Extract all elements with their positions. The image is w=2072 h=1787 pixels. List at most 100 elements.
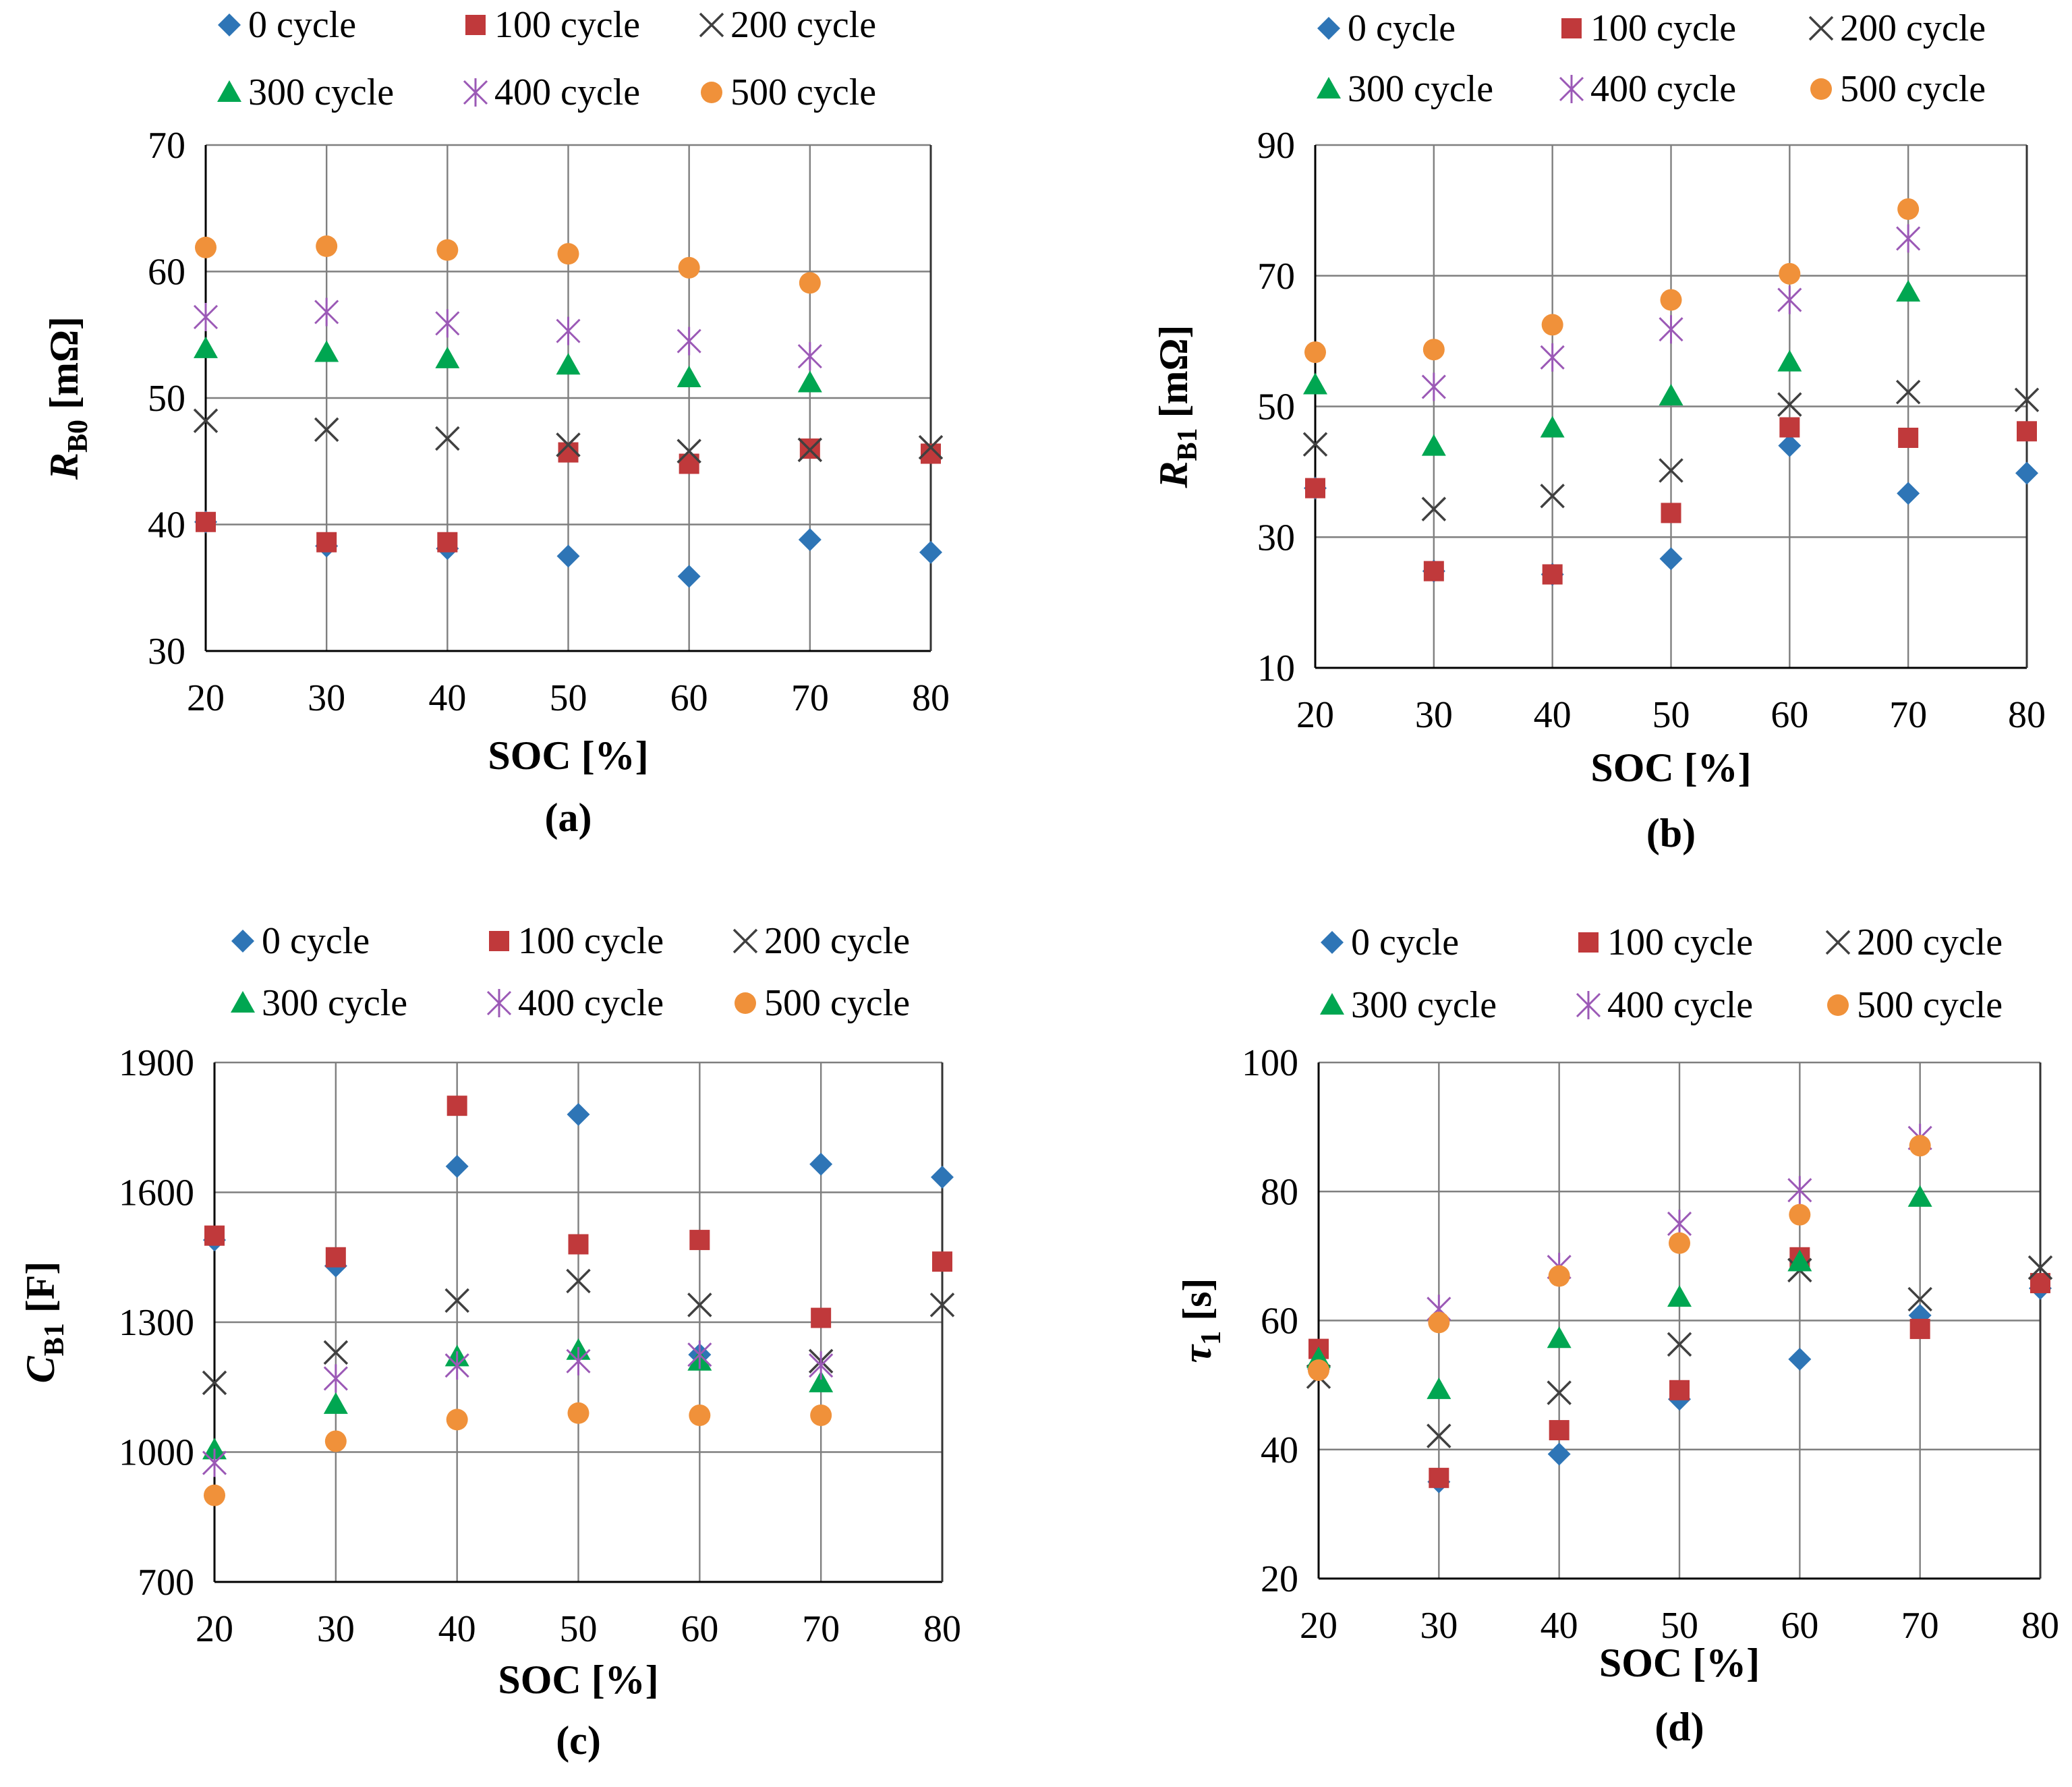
y-tick-label: 100	[1242, 1042, 1298, 1084]
data-point-circle	[1304, 341, 1326, 364]
data-point-x	[1895, 379, 1921, 405]
y-axis-title: RB0 [mΩ]	[42, 316, 94, 480]
x-tick-label: 70	[802, 1608, 840, 1650]
data-point-x	[1427, 1423, 1451, 1448]
y-axis-unit: [mΩ]	[42, 316, 86, 420]
legend-marker-triangle	[1320, 993, 1344, 1015]
data-point-x	[1540, 483, 1565, 509]
data-point-x	[677, 438, 701, 463]
data-point-x	[687, 1293, 712, 1317]
legend-marker-square	[465, 15, 486, 35]
legend-marker-diamond	[1321, 931, 1344, 954]
x-tick-label: 20	[187, 677, 225, 719]
data-point-star	[435, 309, 460, 338]
y-axis-subscript: B1	[39, 1323, 70, 1356]
y-tick-label: 60	[148, 252, 185, 293]
legend-item: 500 cycle	[1810, 68, 1986, 110]
legend-label: 100 cycle	[518, 920, 664, 962]
legend-marker-x	[1825, 930, 1851, 955]
data-point-x	[929, 1293, 955, 1317]
legend-item: 0 cycle	[1321, 921, 1459, 963]
legend-marker-x	[699, 12, 724, 38]
data-point-triangle	[797, 370, 822, 393]
data-point-x	[1547, 1380, 1572, 1405]
panel-label: (a)	[545, 795, 592, 840]
y-tick-label: 30	[1257, 517, 1295, 559]
legend-item: 500 cycle	[701, 72, 876, 113]
legend-item: 200 cycle	[699, 4, 876, 46]
data-point-square	[811, 1307, 832, 1328]
data-point-triangle	[677, 366, 701, 387]
legend-marker-triangle	[217, 80, 241, 102]
legend-label: 300 cycle	[262, 982, 407, 1024]
data-point-circle	[1779, 262, 1801, 285]
x-tick-label: 60	[670, 677, 708, 719]
legend-marker-circle	[735, 992, 756, 1014]
data-point-circle	[1308, 1359, 1329, 1382]
data-point-square	[1423, 561, 1444, 582]
data-point-x	[193, 408, 219, 433]
legend-label: 400 cycle	[518, 982, 664, 1024]
chart-panel-d: 20 40 60 80 100 20 30 40 50 60 70 80 SOC [%] τ1 [s] (d…	[1175, 921, 2059, 1749]
x-tick-label: 60	[681, 1608, 718, 1650]
y-tick-label: 700	[138, 1562, 194, 1604]
data-point-triangle	[1421, 434, 1446, 456]
data-point-triangle	[1777, 349, 1802, 372]
data-point-circle	[1422, 339, 1445, 361]
data-point-star	[314, 297, 339, 327]
data-point-triangle	[1907, 1185, 1932, 1207]
y-tick-label: 1600	[119, 1172, 194, 1214]
legend-marker-diamond	[218, 13, 241, 36]
legend-label: 500 cycle	[1857, 984, 2003, 1026]
data-point-diamond	[2015, 461, 2038, 485]
data-point-x	[435, 426, 460, 451]
data-point-x	[1777, 392, 1802, 417]
legend-label: 200 cycle	[1857, 921, 2003, 963]
data-point-circle	[678, 256, 700, 279]
x-tick-label: 50	[550, 677, 587, 719]
y-tick-label: 10	[1257, 648, 1295, 689]
legend-label: 500 cycle	[1840, 68, 1986, 110]
data-point-circle	[204, 1484, 225, 1506]
data-point-square	[447, 1096, 467, 1116]
y-axis-symbol: τ	[1175, 1343, 1219, 1363]
y-axis-symbol: R	[1151, 461, 1196, 488]
legend-marker-square	[1578, 932, 1599, 953]
data-point-diamond	[931, 1166, 954, 1189]
data-point-triangle	[1547, 1326, 1572, 1349]
data-point-square	[325, 1247, 346, 1268]
data-point-circle	[446, 1409, 468, 1431]
data-point-circle	[1660, 289, 1682, 311]
x-tick-label: 60	[1771, 694, 1808, 736]
data-point-circle	[195, 236, 217, 258]
data-point-square	[1779, 417, 1800, 438]
data-point-x	[1659, 458, 1684, 483]
legend-item: 200 cycle	[1808, 7, 1986, 49]
data-point-diamond	[1897, 482, 1920, 505]
data-point-x	[1421, 497, 1447, 521]
data-point-star	[1659, 315, 1684, 344]
data-point-triangle	[809, 1370, 834, 1392]
x-tick-label: 30	[317, 1608, 355, 1650]
panel-label: (c)	[556, 1718, 601, 1763]
y-tick-label: 60	[1261, 1301, 1298, 1342]
x-axis-title: SOC [%]	[1599, 1641, 1760, 1685]
data-point-circle	[1548, 1265, 1570, 1287]
data-point-star	[687, 1340, 712, 1369]
data-point-diamond	[1778, 434, 1802, 457]
data-point-star	[323, 1364, 348, 1393]
legend-item: 300 cycle	[1320, 984, 1497, 1026]
legend-item: 500 cycle	[735, 982, 910, 1024]
y-axis-symbol: C	[18, 1355, 63, 1383]
data-point-triangle	[435, 346, 460, 368]
data-point-diamond	[1547, 1442, 1571, 1466]
data-point-x	[202, 1370, 227, 1396]
data-point-square	[1542, 564, 1563, 585]
legend-label: 200 cycle	[764, 920, 910, 962]
y-tick-label: 1000	[119, 1432, 194, 1474]
chart-panel-b: 10 30 50 70 90 20 30 40 50 60 70 80 SOC [%] RB1 [mΩ] (…	[1151, 7, 2046, 855]
legend-marker-triangle	[231, 991, 255, 1013]
legend-item: 500 cycle	[1827, 984, 2003, 1026]
data-point-star	[1787, 1176, 1812, 1205]
